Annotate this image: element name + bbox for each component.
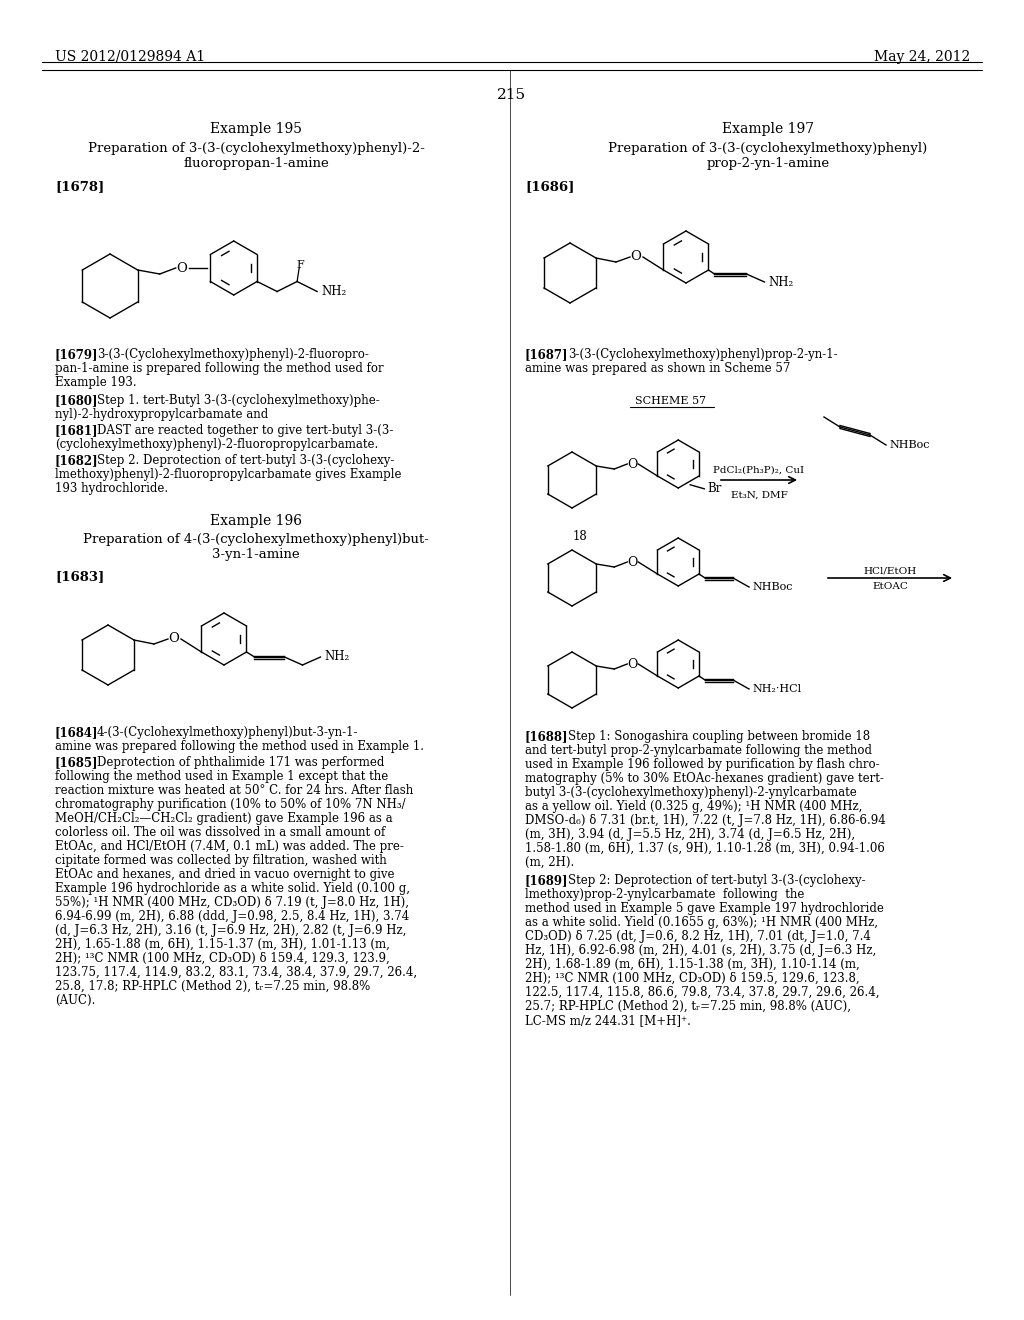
Text: [1687]: [1687]	[525, 348, 568, 360]
Text: Example 195: Example 195	[210, 121, 302, 136]
Text: as a yellow oil. Yield (0.325 g, 49%); ¹H NMR (400 MHz,: as a yellow oil. Yield (0.325 g, 49%); ¹…	[525, 800, 862, 813]
Text: prop-2-yn-1-amine: prop-2-yn-1-amine	[707, 157, 829, 170]
Text: matography (5% to 30% EtOAc-hexanes gradient) gave tert-: matography (5% to 30% EtOAc-hexanes grad…	[525, 772, 884, 785]
Text: [1678]: [1678]	[55, 180, 104, 193]
Text: NHBoc: NHBoc	[752, 582, 793, 591]
Text: 55%); ¹H NMR (400 MHz, CD₃OD) δ 7.19 (t, J=8.0 Hz, 1H),: 55%); ¹H NMR (400 MHz, CD₃OD) δ 7.19 (t,…	[55, 896, 409, 909]
Text: [1683]: [1683]	[55, 570, 104, 583]
Text: EtOAc and hexanes, and dried in vacuo overnight to give: EtOAc and hexanes, and dried in vacuo ov…	[55, 869, 394, 880]
Text: NH₂: NH₂	[768, 276, 794, 289]
Text: SCHEME 57: SCHEME 57	[635, 396, 707, 407]
Text: EtOAc, and HCl/EtOH (7.4M, 0.1 mL) was added. The pre-: EtOAc, and HCl/EtOH (7.4M, 0.1 mL) was a…	[55, 840, 403, 853]
Text: 215: 215	[498, 88, 526, 102]
Text: following the method used in Example 1 except that the: following the method used in Example 1 e…	[55, 770, 388, 783]
Text: Example 193.: Example 193.	[55, 376, 136, 389]
Text: Example 197: Example 197	[722, 121, 814, 136]
Text: [1682]: [1682]	[55, 454, 98, 467]
Text: reaction mixture was heated at 50° C. for 24 hrs. After flash: reaction mixture was heated at 50° C. fo…	[55, 784, 414, 797]
Text: NH₂: NH₂	[322, 285, 346, 298]
Text: lmethoxy)prop-2-ynylcarbamate  following  the: lmethoxy)prop-2-ynylcarbamate following …	[525, 888, 805, 902]
Text: Et₃N, DMF: Et₃N, DMF	[731, 491, 787, 500]
Text: 123.75, 117.4, 114.9, 83.2, 83.1, 73.4, 38.4, 37.9, 29.7, 26.4,: 123.75, 117.4, 114.9, 83.2, 83.1, 73.4, …	[55, 966, 417, 979]
Text: 2H), 1.68-1.89 (m, 6H), 1.15-1.38 (m, 3H), 1.10-1.14 (m,: 2H), 1.68-1.89 (m, 6H), 1.15-1.38 (m, 3H…	[525, 958, 860, 972]
Text: [1686]: [1686]	[525, 180, 574, 193]
Text: 25.8, 17.8; RP-HPLC (Method 2), tᵣ=7.25 min, 98.8%: 25.8, 17.8; RP-HPLC (Method 2), tᵣ=7.25 …	[55, 979, 371, 993]
Text: amine was prepared following the method used in Example 1.: amine was prepared following the method …	[55, 741, 424, 752]
Text: lmethoxy)phenyl)-2-fluoropropylcarbamate gives Example: lmethoxy)phenyl)-2-fluoropropylcarbamate…	[55, 469, 401, 480]
Text: cipitate formed was collected by filtration, washed with: cipitate formed was collected by filtrat…	[55, 854, 387, 867]
Text: (d, J=6.3 Hz, 2H), 3.16 (t, J=6.9 Hz, 2H), 2.82 (t, J=6.9 Hz,: (d, J=6.3 Hz, 2H), 3.16 (t, J=6.9 Hz, 2H…	[55, 924, 407, 937]
Text: [1680]: [1680]	[55, 393, 98, 407]
Text: chromatography purification (10% to 50% of 10% 7N NH₃/: chromatography purification (10% to 50% …	[55, 799, 406, 810]
Text: NHBoc: NHBoc	[889, 440, 930, 450]
Text: O: O	[631, 251, 641, 264]
Text: 3-(3-(Cyclohexylmethoxy)phenyl)-2-fluoropro-: 3-(3-(Cyclohexylmethoxy)phenyl)-2-fluoro…	[97, 348, 369, 360]
Text: Example 196: Example 196	[210, 513, 302, 528]
Text: 1.58-1.80 (m, 6H), 1.37 (s, 9H), 1.10-1.28 (m, 3H), 0.94-1.06: 1.58-1.80 (m, 6H), 1.37 (s, 9H), 1.10-1.…	[525, 842, 885, 855]
Text: Step 2. Deprotection of tert-butyl 3-(3-(cyclohexy-: Step 2. Deprotection of tert-butyl 3-(3-…	[97, 454, 394, 467]
Text: as a white solid. Yield (0.1655 g, 63%); ¹H NMR (400 MHz,: as a white solid. Yield (0.1655 g, 63%);…	[525, 916, 878, 929]
Text: method used in Example 5 gave Example 197 hydrochloride: method used in Example 5 gave Example 19…	[525, 902, 884, 915]
Text: DMSO-d₆) δ 7.31 (br.t, 1H), 7.22 (t, J=7.8 Hz, 1H), 6.86-6.94: DMSO-d₆) δ 7.31 (br.t, 1H), 7.22 (t, J=7…	[525, 814, 886, 828]
Text: 2H), 1.65-1.88 (m, 6H), 1.15-1.37 (m, 3H), 1.01-1.13 (m,: 2H), 1.65-1.88 (m, 6H), 1.15-1.37 (m, 3H…	[55, 939, 390, 950]
Text: 2H); ¹³C NMR (100 MHz, CD₃OD) δ 159.5, 129.6, 123.8,: 2H); ¹³C NMR (100 MHz, CD₃OD) δ 159.5, 1…	[525, 972, 859, 985]
Text: Step 2: Deprotection of tert-butyl 3-(3-(cyclohexy-: Step 2: Deprotection of tert-butyl 3-(3-…	[568, 874, 865, 887]
Text: [1679]: [1679]	[55, 348, 98, 360]
Text: US 2012/0129894 A1: US 2012/0129894 A1	[55, 50, 205, 63]
Text: MeOH/CH₂Cl₂—CH₂Cl₂ gradient) gave Example 196 as a: MeOH/CH₂Cl₂—CH₂Cl₂ gradient) gave Exampl…	[55, 812, 392, 825]
Text: Preparation of 4-(3-(cyclohexylmethoxy)phenyl)but-: Preparation of 4-(3-(cyclohexylmethoxy)p…	[83, 533, 429, 546]
Text: [1684]: [1684]	[55, 726, 98, 739]
Text: O: O	[627, 458, 637, 470]
Text: fluoropropan-1-amine: fluoropropan-1-amine	[183, 157, 329, 170]
Text: (AUC).: (AUC).	[55, 994, 95, 1007]
Text: [1689]: [1689]	[525, 874, 568, 887]
Text: 193 hydrochloride.: 193 hydrochloride.	[55, 482, 168, 495]
Text: colorless oil. The oil was dissolved in a small amount of: colorless oil. The oil was dissolved in …	[55, 826, 385, 840]
Text: 4-(3-(Cyclohexylmethoxy)phenyl)but-3-yn-1-: 4-(3-(Cyclohexylmethoxy)phenyl)but-3-yn-…	[97, 726, 358, 739]
Text: pan-1-amine is prepared following the method used for: pan-1-amine is prepared following the me…	[55, 362, 384, 375]
Text: 3-(3-(Cyclohexylmethoxy)phenyl)prop-2-yn-1-: 3-(3-(Cyclohexylmethoxy)phenyl)prop-2-yn…	[568, 348, 838, 360]
Text: Deprotection of phthalimide 171 was performed: Deprotection of phthalimide 171 was perf…	[97, 756, 384, 770]
Text: Preparation of 3-(3-(cyclohexylmethoxy)phenyl)-2-: Preparation of 3-(3-(cyclohexylmethoxy)p…	[88, 143, 424, 154]
Text: [1688]: [1688]	[525, 730, 568, 743]
Text: NH₂: NH₂	[325, 651, 350, 664]
Text: HCl/EtOH: HCl/EtOH	[863, 566, 916, 576]
Text: (m, 2H).: (m, 2H).	[525, 855, 574, 869]
Text: [1685]: [1685]	[55, 756, 98, 770]
Text: O: O	[169, 632, 179, 645]
Text: used in Example 196 followed by purification by flash chro-: used in Example 196 followed by purifica…	[525, 758, 880, 771]
Text: O: O	[627, 657, 637, 671]
Text: butyl 3-(3-(cyclohexylmethoxy)phenyl)-2-ynylcarbamate: butyl 3-(3-(cyclohexylmethoxy)phenyl)-2-…	[525, 785, 857, 799]
Text: (cyclohexylmethoxy)phenyl)-2-fluoropropylcarbamate.: (cyclohexylmethoxy)phenyl)-2-fluoropropy…	[55, 438, 378, 451]
Text: NH₂·HCl: NH₂·HCl	[752, 684, 801, 694]
Text: Preparation of 3-(3-(cyclohexylmethoxy)phenyl): Preparation of 3-(3-(cyclohexylmethoxy)p…	[608, 143, 928, 154]
Text: LC-MS m/z 244.31 [M+H]⁺.: LC-MS m/z 244.31 [M+H]⁺.	[525, 1014, 691, 1027]
Text: 2H); ¹³C NMR (100 MHz, CD₃OD) δ 159.4, 129.3, 123.9,: 2H); ¹³C NMR (100 MHz, CD₃OD) δ 159.4, 1…	[55, 952, 390, 965]
Text: and tert-butyl prop-2-ynylcarbamate following the method: and tert-butyl prop-2-ynylcarbamate foll…	[525, 744, 872, 756]
Text: 18: 18	[573, 531, 588, 543]
Text: DAST are reacted together to give tert-butyl 3-(3-: DAST are reacted together to give tert-b…	[97, 424, 393, 437]
Text: 122.5, 117.4, 115.8, 86.6, 79.8, 73.4, 37.8, 29.7, 29.6, 26.4,: 122.5, 117.4, 115.8, 86.6, 79.8, 73.4, 3…	[525, 986, 880, 999]
Text: May 24, 2012: May 24, 2012	[873, 50, 970, 63]
Text: Step 1. tert-Butyl 3-(3-(cyclohexylmethoxy)phe-: Step 1. tert-Butyl 3-(3-(cyclohexylmetho…	[97, 393, 380, 407]
Text: 25.7; RP-HPLC (Method 2), tᵣ=7.25 min, 98.8% (AUC),: 25.7; RP-HPLC (Method 2), tᵣ=7.25 min, 9…	[525, 1001, 851, 1012]
Text: Example 196 hydrochloride as a white solid. Yield (0.100 g,: Example 196 hydrochloride as a white sol…	[55, 882, 410, 895]
Text: CD₃OD) δ 7.25 (dt, J=0.6, 8.2 Hz, 1H), 7.01 (dt, J=1.0, 7.4: CD₃OD) δ 7.25 (dt, J=0.6, 8.2 Hz, 1H), 7…	[525, 931, 870, 942]
Text: [1681]: [1681]	[55, 424, 98, 437]
Text: nyl)-2-hydroxypropylcarbamate and: nyl)-2-hydroxypropylcarbamate and	[55, 408, 268, 421]
Text: O: O	[627, 556, 637, 569]
Text: O: O	[176, 261, 187, 275]
Text: (m, 3H), 3.94 (d, J=5.5 Hz, 2H), 3.74 (d, J=6.5 Hz, 2H),: (m, 3H), 3.94 (d, J=5.5 Hz, 2H), 3.74 (d…	[525, 828, 855, 841]
Text: F: F	[296, 260, 304, 271]
Text: 3-yn-1-amine: 3-yn-1-amine	[212, 548, 300, 561]
Text: Step 1: Sonogashira coupling between bromide 18: Step 1: Sonogashira coupling between bro…	[568, 730, 870, 743]
Text: amine was prepared as shown in Scheme 57: amine was prepared as shown in Scheme 57	[525, 362, 791, 375]
Text: Hz, 1H), 6.92-6.98 (m, 2H), 4.01 (s, 2H), 3.75 (d, J=6.3 Hz,: Hz, 1H), 6.92-6.98 (m, 2H), 4.01 (s, 2H)…	[525, 944, 877, 957]
Text: EtOAC: EtOAC	[872, 582, 908, 591]
Text: PdCl₂(Ph₃P)₂, CuI: PdCl₂(Ph₃P)₂, CuI	[714, 466, 805, 475]
Text: Br: Br	[708, 482, 722, 495]
Text: 6.94-6.99 (m, 2H), 6.88 (ddd, J=0.98, 2.5, 8.4 Hz, 1H), 3.74: 6.94-6.99 (m, 2H), 6.88 (ddd, J=0.98, 2.…	[55, 909, 410, 923]
